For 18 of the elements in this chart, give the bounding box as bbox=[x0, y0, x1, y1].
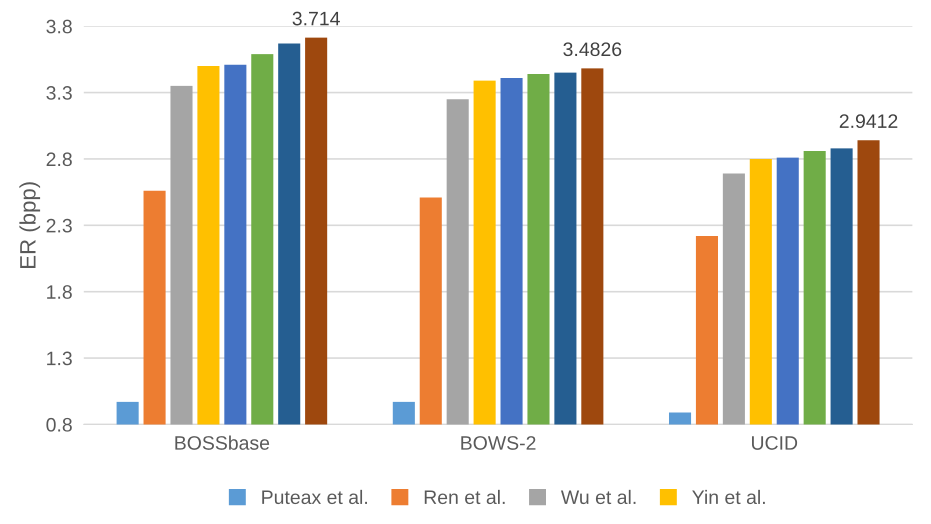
legend-label: Wu et al. bbox=[560, 490, 636, 504]
y-tick-label: 1.8 bbox=[47, 285, 72, 299]
legend-label: Yin et al. bbox=[692, 490, 765, 504]
y-tick-label: 1.3 bbox=[47, 352, 72, 366]
y-tick-label: 2.3 bbox=[46, 218, 72, 233]
x-tick-label: BOWS-2 bbox=[461, 436, 536, 450]
y-tick-label: 3.8 bbox=[46, 20, 72, 34]
x-tick-label: BOSSbase bbox=[175, 436, 270, 450]
legend-label: Ren et al. bbox=[424, 490, 505, 504]
y-tick-label: 3.3 bbox=[46, 86, 72, 100]
y-tick-label: 0.8 bbox=[46, 418, 72, 432]
data-label: 3.714 bbox=[292, 12, 340, 26]
data-label: 3.4826 bbox=[563, 42, 622, 56]
legend-label: Puteax et al. bbox=[262, 490, 367, 504]
y-tick-label: 2.8 bbox=[46, 152, 72, 166]
data-label: 2.9412 bbox=[840, 114, 898, 128]
y-axis-title: ER (bpp) bbox=[19, 182, 40, 268]
x-tick-label: UCID bbox=[752, 436, 798, 450]
